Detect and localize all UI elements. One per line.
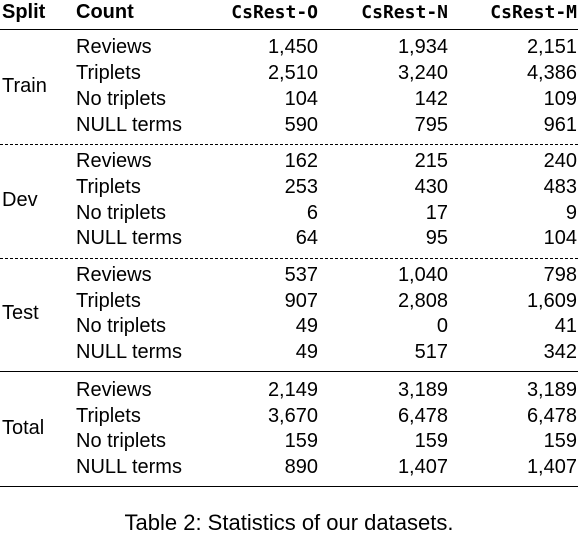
- cell-value: 1,407: [397, 456, 448, 478]
- cell-value: 961: [543, 114, 577, 136]
- cell-value: 253: [284, 176, 318, 198]
- row-label: Triplets: [76, 290, 141, 312]
- cell-value: 3,240: [397, 62, 448, 84]
- split-label-total: Total: [2, 417, 45, 439]
- header-count: Count: [76, 1, 134, 23]
- header-csrest-o: CsRest-O: [231, 2, 318, 23]
- total-rule: [0, 371, 578, 372]
- cell-value: 9: [565, 202, 577, 224]
- row-label: NULL terms: [76, 341, 182, 363]
- row-label: Reviews: [76, 36, 152, 58]
- cell-value: 890: [284, 456, 318, 478]
- cell-value: 159: [284, 430, 318, 452]
- cell-value: 798: [543, 264, 577, 286]
- cell-value: 1,609: [526, 290, 577, 312]
- cell-value: 6,478: [397, 405, 448, 427]
- row-label: Reviews: [76, 379, 152, 401]
- cell-value: 342: [543, 341, 577, 363]
- split-label-test: Test: [2, 302, 39, 324]
- cell-value: 3,189: [397, 379, 448, 401]
- group-separator: [0, 258, 578, 259]
- row-label: Reviews: [76, 264, 152, 286]
- cell-value: 907: [284, 290, 318, 312]
- row-label: No triplets: [76, 88, 167, 110]
- cell-value: 2,151: [526, 36, 577, 58]
- cell-value: 215: [414, 150, 448, 172]
- cell-value: 1,934: [397, 36, 448, 58]
- row-label: No triplets: [76, 202, 167, 224]
- cell-value: 104: [284, 88, 318, 110]
- cell-value: 142: [414, 88, 448, 110]
- cell-value: 0: [436, 315, 448, 337]
- row-label: Triplets: [76, 176, 141, 198]
- header-csrest-n: CsRest-N: [361, 2, 448, 23]
- cell-value: 6,478: [526, 405, 577, 427]
- cell-value: 104: [543, 227, 577, 249]
- cell-value: 159: [414, 430, 448, 452]
- cell-value: 1,450: [267, 36, 318, 58]
- cell-value: 240: [543, 150, 577, 172]
- cell-value: 41: [554, 315, 577, 337]
- cell-value: 159: [543, 430, 577, 452]
- group-separator: [0, 144, 578, 145]
- cell-value: 2,808: [397, 290, 448, 312]
- cell-value: 162: [284, 150, 318, 172]
- cell-value: 64: [295, 227, 318, 249]
- cell-value: 2,510: [267, 62, 318, 84]
- cell-value: 3,670: [267, 405, 318, 427]
- cell-value: 49: [295, 315, 318, 337]
- cell-value: 1,407: [526, 456, 577, 478]
- split-label-train: Train: [2, 75, 47, 97]
- cell-value: 95: [425, 227, 448, 249]
- cell-value: 109: [543, 88, 577, 110]
- table-caption: Table 2: Statistics of our datasets.: [124, 510, 454, 535]
- row-label: Reviews: [76, 150, 152, 172]
- row-label: No triplets: [76, 315, 167, 337]
- header-split: Split: [2, 1, 46, 23]
- cell-value: 483: [543, 176, 577, 198]
- split-label-dev: Dev: [2, 189, 38, 211]
- cell-value: 49: [295, 341, 318, 363]
- cell-value: 430: [414, 176, 448, 198]
- cell-value: 795: [414, 114, 448, 136]
- row-label: NULL terms: [76, 114, 182, 136]
- cell-value: 4,386: [526, 62, 577, 84]
- cell-value: 6: [306, 202, 318, 224]
- row-label: Triplets: [76, 405, 141, 427]
- bottom-rule: [0, 486, 578, 487]
- row-label: No triplets: [76, 430, 167, 452]
- row-label: NULL terms: [76, 456, 182, 478]
- header-csrest-m: CsRest-M: [490, 2, 577, 23]
- cell-value: 2,149: [267, 379, 318, 401]
- row-label: NULL terms: [76, 227, 182, 249]
- row-label: Triplets: [76, 62, 141, 84]
- cell-value: 3,189: [526, 379, 577, 401]
- cell-value: 1,040: [397, 264, 448, 286]
- cell-value: 17: [425, 202, 448, 224]
- cell-value: 590: [284, 114, 318, 136]
- header-rule: [0, 29, 578, 30]
- cell-value: 517: [414, 341, 448, 363]
- cell-value: 537: [284, 264, 318, 286]
